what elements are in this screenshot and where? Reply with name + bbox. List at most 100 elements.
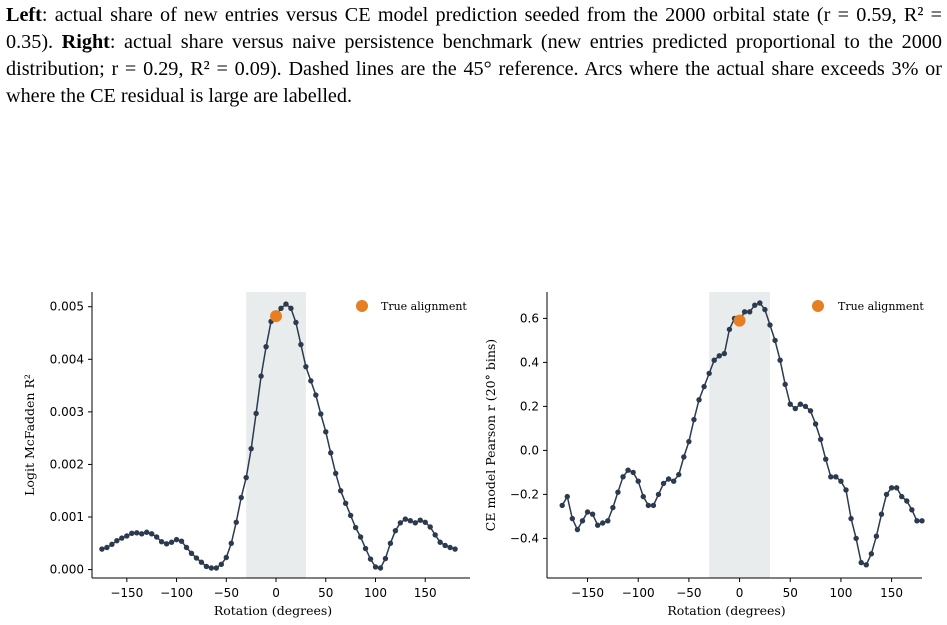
data-point bbox=[853, 535, 859, 542]
data-point bbox=[625, 467, 631, 473]
data-point bbox=[203, 563, 210, 570]
data-point bbox=[893, 485, 900, 491]
data-point bbox=[283, 301, 289, 307]
data-point bbox=[564, 493, 570, 500]
data-point bbox=[173, 536, 180, 543]
caption-left-text: : actual share of new entries versus CE … bbox=[6, 4, 942, 53]
y-tick-label: 0.4 bbox=[520, 355, 539, 369]
legend-label: True alignment bbox=[838, 300, 924, 313]
data-point bbox=[442, 542, 448, 549]
y-tick-label: 0.001 bbox=[50, 510, 84, 524]
data-point bbox=[888, 485, 895, 491]
y-tick-label: 0.004 bbox=[50, 352, 84, 366]
data-point bbox=[347, 512, 354, 519]
data-point bbox=[422, 519, 428, 525]
data-point bbox=[752, 302, 758, 308]
data-point bbox=[660, 480, 667, 487]
data-point bbox=[909, 507, 915, 513]
data-point bbox=[193, 555, 200, 561]
y-tick-label: 0.002 bbox=[50, 457, 84, 471]
data-point bbox=[569, 515, 576, 522]
data-point bbox=[392, 527, 399, 534]
data-point bbox=[328, 450, 334, 456]
data-point bbox=[858, 559, 864, 566]
data-point bbox=[914, 518, 920, 524]
data-point bbox=[757, 300, 763, 306]
data-point bbox=[437, 539, 443, 545]
data-point bbox=[833, 474, 839, 480]
x-tick-label: −100 bbox=[160, 586, 193, 600]
data-point bbox=[402, 516, 409, 522]
data-point bbox=[104, 544, 110, 551]
data-point bbox=[655, 491, 662, 498]
data-point bbox=[706, 370, 712, 377]
data-point bbox=[579, 518, 586, 524]
x-tick-label: 0 bbox=[272, 586, 280, 600]
data-point bbox=[313, 392, 319, 398]
y-axis-label: Logit McFadden R² bbox=[22, 374, 37, 496]
y-tick-label: 0.000 bbox=[50, 563, 84, 577]
data-point bbox=[238, 494, 244, 501]
data-point bbox=[124, 533, 130, 539]
data-point bbox=[823, 456, 829, 462]
y-tick-label: 0.005 bbox=[50, 300, 84, 314]
data-point bbox=[797, 401, 804, 407]
data-point bbox=[248, 445, 254, 452]
data-point bbox=[899, 493, 905, 500]
true-alignment-point bbox=[270, 310, 283, 323]
x-tick-label: 150 bbox=[414, 586, 437, 600]
x-tick-label: 50 bbox=[318, 586, 333, 600]
data-point bbox=[772, 337, 778, 344]
data-point bbox=[812, 421, 819, 427]
data-point bbox=[447, 544, 453, 551]
data-point bbox=[218, 561, 225, 568]
x-axis-label: Rotation (degrees) bbox=[214, 603, 332, 618]
data-point bbox=[777, 357, 783, 363]
y-tick-label: −0.4 bbox=[510, 531, 539, 545]
data-point bbox=[686, 438, 692, 445]
data-point bbox=[372, 564, 379, 570]
data-point bbox=[407, 517, 414, 524]
x-tick-label: 150 bbox=[880, 586, 903, 600]
y-tick-label: 0.6 bbox=[520, 311, 539, 325]
caption-right-bold: Right bbox=[61, 31, 110, 53]
data-point bbox=[650, 502, 657, 509]
data-point bbox=[114, 537, 120, 544]
x-tick-label: −150 bbox=[110, 586, 143, 600]
data-point bbox=[417, 517, 423, 523]
data-point bbox=[318, 411, 324, 417]
data-point bbox=[367, 556, 374, 562]
data-point bbox=[711, 357, 717, 363]
y-axis-label: CE model Pearson r (20° bins) bbox=[483, 339, 498, 531]
data-point bbox=[645, 502, 652, 509]
data-point bbox=[158, 539, 165, 545]
data-point bbox=[278, 305, 284, 311]
data-point bbox=[594, 522, 601, 528]
data-point bbox=[233, 519, 239, 525]
data-point bbox=[308, 378, 314, 384]
data-point bbox=[676, 471, 682, 478]
data-point bbox=[432, 532, 438, 538]
data-point bbox=[873, 533, 880, 539]
data-point bbox=[412, 520, 418, 526]
caption-right-text: : actual share versus naive persistence … bbox=[6, 31, 942, 107]
data-point bbox=[878, 511, 885, 517]
legend-marker bbox=[812, 300, 824, 312]
data-point bbox=[605, 518, 611, 524]
data-point bbox=[163, 541, 170, 547]
data-point bbox=[134, 530, 140, 536]
x-tick-label: −100 bbox=[622, 586, 655, 600]
data-point bbox=[716, 353, 722, 359]
data-point bbox=[382, 555, 389, 562]
right-chart-panel: −150 −100 −50 0 50 100 150 −0.4 −0.2 0.0 0.2 0.4 0.6… bbox=[483, 292, 925, 618]
data-point bbox=[817, 436, 824, 443]
data-point bbox=[670, 478, 677, 484]
data-point bbox=[620, 474, 626, 480]
data-point bbox=[681, 454, 687, 460]
data-point bbox=[168, 539, 175, 545]
data-point bbox=[342, 500, 349, 507]
data-point bbox=[838, 478, 844, 484]
data-point bbox=[696, 397, 702, 403]
x-tick-label: −50 bbox=[214, 586, 239, 600]
